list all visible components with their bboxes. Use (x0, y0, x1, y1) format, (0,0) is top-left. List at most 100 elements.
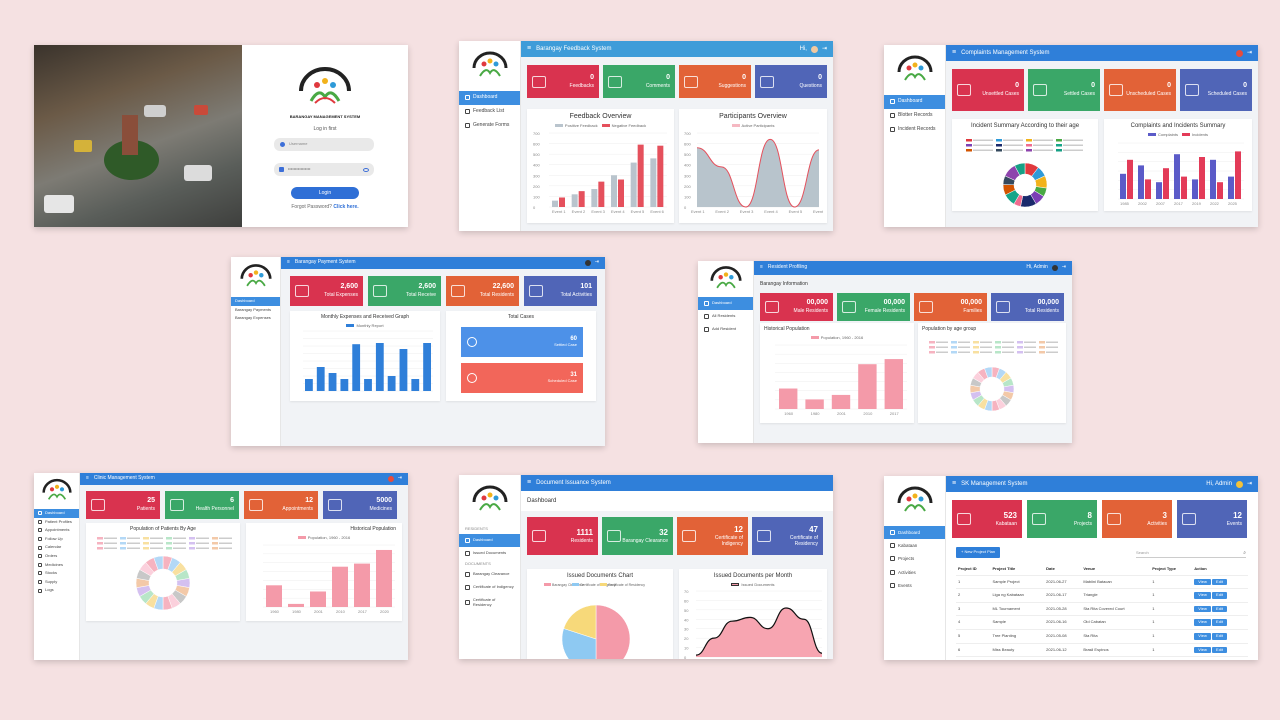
stat-card[interactable]: 6 Health Personnel (165, 491, 239, 519)
stat-card[interactable]: 00,000 Female Residents (837, 293, 910, 321)
logout-icon[interactable]: ⇥ (397, 475, 402, 482)
menu-icon[interactable]: ≡ (527, 44, 532, 52)
logout-icon[interactable]: ⇥ (1246, 49, 1252, 56)
clinic-nav-item[interactable]: Patient Profiles (34, 518, 79, 527)
stat-card[interactable]: 0 Suggestions (679, 65, 751, 98)
avatar[interactable] (810, 45, 818, 53)
edit-button[interactable]: Edit (1212, 578, 1227, 586)
documents-nav-residency[interactable]: Certificate of Residency (459, 594, 520, 611)
sk-nav-item[interactable]: Projects (884, 552, 945, 565)
sk-nav-item[interactable]: Kabataan (884, 539, 945, 552)
logout-icon[interactable]: ⇥ (821, 45, 827, 52)
stat-card[interactable]: 0 Comments (603, 65, 675, 98)
column-header[interactable]: Venue (1081, 564, 1151, 576)
feedback-nav-dashboard[interactable]: Dashboard (459, 91, 520, 105)
payment-nav-dashboard[interactable]: Dashboard (231, 297, 280, 306)
stat-card[interactable]: 0 Unsettled Cases (952, 69, 1024, 111)
residents-nav-dashboard[interactable]: Dashboard (698, 297, 753, 310)
clinic-nav-item[interactable]: Follow Up (34, 535, 79, 544)
documents-nav-dashboard[interactable]: Dashboard (459, 533, 520, 547)
logout-icon[interactable]: ⇥ (1061, 264, 1066, 271)
case-card[interactable]: 31 Scheduled Case (461, 363, 583, 393)
logout-icon[interactable]: ⇥ (594, 259, 599, 266)
clinic-nav-item[interactable]: Supply (34, 578, 79, 587)
payment-nav-payments[interactable]: Barangay Payments (231, 306, 280, 315)
login-button[interactable]: Login (291, 187, 359, 199)
clinic-nav-item[interactable]: Dashboard (34, 509, 79, 518)
stat-card[interactable]: 32 Barangay Clearance (602, 517, 673, 555)
edit-button[interactable]: Edit (1212, 632, 1227, 640)
clinic-nav-item[interactable]: Orders (34, 552, 79, 561)
residents-nav-all[interactable]: All Residents (698, 310, 753, 323)
menu-icon[interactable]: ≡ (952, 479, 957, 487)
stat-card[interactable]: 12 Events (1177, 500, 1247, 538)
logout-icon[interactable]: ⇥ (1246, 480, 1252, 487)
view-button[interactable]: View (1194, 632, 1211, 640)
menu-icon[interactable]: ≡ (952, 48, 957, 56)
feedback-nav-forms[interactable]: Generate Forms (459, 119, 520, 133)
stat-card[interactable]: 12 Certificate of Indigency (677, 517, 748, 555)
column-header[interactable]: Project Type (1150, 564, 1193, 576)
stat-card[interactable]: 0 Feedbacks (527, 65, 599, 98)
avatar[interactable] (387, 476, 394, 482)
stat-card[interactable]: 5000 Medicines (323, 491, 397, 519)
payment-nav-expenses[interactable]: Barangay Expenses (231, 314, 280, 323)
column-header[interactable]: Project Title (990, 564, 1045, 576)
stat-card[interactable]: 2,600 Total Receive (368, 276, 441, 306)
documents-nav-indigency[interactable]: Certificate of Indigency (459, 581, 520, 594)
clinic-nav-item[interactable]: Medicines (34, 561, 79, 570)
menu-icon[interactable]: ≡ (527, 478, 532, 486)
sk-nav-item[interactable]: Events (884, 579, 945, 592)
new-project-button[interactable]: + New Project Plan (956, 547, 1001, 558)
complaints-nav-dashboard[interactable]: Dashboard (884, 95, 945, 109)
stat-card[interactable]: 47 Certificate of Residency (752, 517, 823, 555)
stat-card[interactable]: 523 Kabataan (952, 500, 1022, 538)
complaints-nav-blotter[interactable]: Blotter Records (884, 109, 945, 123)
stat-card[interactable]: 22,600 Total Residents (446, 276, 519, 306)
clinic-nav-item[interactable]: Stocks (34, 569, 79, 578)
view-button[interactable]: View (1194, 646, 1211, 654)
stat-card[interactable]: 0 Questions (755, 65, 827, 98)
column-header[interactable]: Action (1192, 564, 1248, 576)
username-input[interactable]: Username (274, 138, 374, 151)
residents-nav-add[interactable]: Add Resident (698, 323, 753, 336)
stat-card[interactable]: 00,000 Families (914, 293, 987, 321)
complaints-nav-incident[interactable]: Incident Records (884, 123, 945, 137)
view-button[interactable]: View (1194, 605, 1211, 613)
stat-card[interactable]: 101 Total Activities (524, 276, 597, 306)
case-card[interactable]: 60 Settled Case (461, 327, 583, 357)
stat-card[interactable]: 0 Settled Cases (1028, 69, 1100, 111)
edit-button[interactable]: Edit (1212, 592, 1227, 599)
stat-card[interactable]: 8 Projects (1027, 500, 1097, 538)
stat-card[interactable]: 0 Scheduled Cases (1180, 69, 1252, 111)
edit-button[interactable]: Edit (1212, 605, 1227, 613)
click-here-link[interactable]: Click here. (333, 204, 359, 210)
password-input[interactable]: •••••••••••••••• (274, 163, 374, 176)
view-button[interactable]: View (1194, 619, 1211, 626)
stat-card[interactable]: 00,000 Male Residents (760, 293, 833, 321)
column-header[interactable]: Date (1044, 564, 1082, 576)
column-header[interactable]: Project ID (956, 564, 991, 576)
eye-icon[interactable] (363, 167, 369, 172)
avatar[interactable] (1235, 480, 1243, 488)
view-button[interactable]: View (1194, 578, 1211, 586)
avatar[interactable] (1051, 265, 1058, 271)
stat-card[interactable]: 2,600 Total Expenses (290, 276, 363, 306)
view-button[interactable]: View (1194, 592, 1211, 599)
documents-nav-issued[interactable]: Issued Documents (459, 547, 520, 560)
stat-card[interactable]: 00,000 Total Residents (991, 293, 1064, 321)
sk-nav-item[interactable]: Activities (884, 566, 945, 579)
stat-card[interactable]: 3 Activities (1102, 500, 1172, 538)
edit-button[interactable]: Edit (1212, 646, 1227, 654)
documents-nav-clearance[interactable]: Barangay Clearance (459, 568, 520, 581)
search-input[interactable]: Search ⌕ (1136, 550, 1246, 558)
clinic-nav-item[interactable]: Appointments (34, 526, 79, 535)
stat-card[interactable]: 12 Appointments (244, 491, 318, 519)
stat-card[interactable]: 0 Unscheduled Cases (1104, 69, 1176, 111)
stat-card[interactable]: 1111 Residents (527, 517, 598, 555)
menu-icon[interactable]: ≡ (760, 264, 763, 271)
menu-icon[interactable]: ≡ (287, 259, 290, 266)
avatar[interactable] (584, 260, 591, 266)
stat-card[interactable]: 25 Patients (86, 491, 160, 519)
edit-button[interactable]: Edit (1212, 619, 1227, 626)
